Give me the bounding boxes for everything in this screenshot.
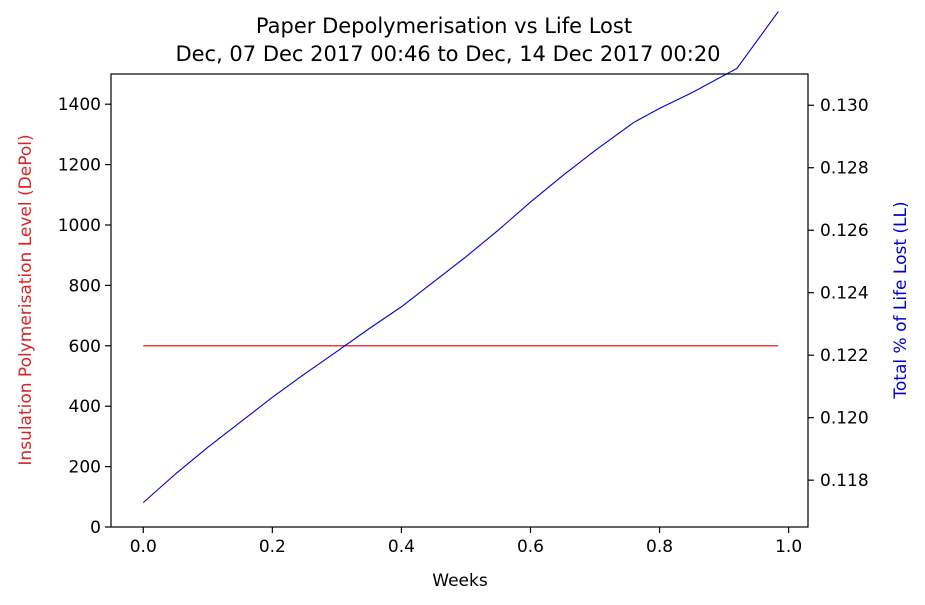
- x-tick-label: 1.0: [775, 537, 802, 557]
- y-axis-right-label: Total % of Life Lost (LL): [891, 201, 911, 399]
- axis-ticks: 0.0 0.2 0.4 0.6 0.8 1.0 0 200 400 600 800 1000 1200 1…: [58, 95, 869, 557]
- y-left-tick-label: 1200: [58, 156, 101, 176]
- y-right-tick-label: 0.128: [820, 159, 869, 179]
- plot-frame: [110, 73, 809, 528]
- y-left-tick-label: 400: [69, 397, 101, 417]
- y-left-tick-label: 1000: [58, 216, 101, 236]
- x-tick-label: 0.2: [259, 537, 286, 557]
- y-right-tick-label: 0.118: [820, 471, 869, 491]
- y-left-tick-label: 600: [69, 337, 101, 357]
- y-right-tick-label: 0.120: [820, 409, 869, 429]
- y-right-tick-label: 0.124: [820, 284, 869, 304]
- y-axis-left-label: Insulation Polymerisation Level (DePol): [16, 134, 36, 465]
- chart-subtitle: Dec, 07 Dec 2017 00:46 to Dec, 14 Dec 20…: [175, 42, 720, 66]
- y-right-tick-label: 0.126: [820, 221, 869, 241]
- y-left-tick-label: 800: [69, 276, 101, 296]
- x-tick-label: 0.6: [517, 537, 544, 557]
- y-right-tick-label: 0.122: [820, 346, 869, 366]
- x-tick-label: 0.8: [646, 537, 673, 557]
- y-right-tick-label: 0.130: [820, 96, 869, 116]
- chart-title: Paper Depolymerisation vs Life Lost: [256, 14, 632, 38]
- y-left-tick-label: 0: [90, 518, 101, 538]
- x-tick-label: 0.0: [130, 537, 157, 557]
- life-lost-series-line: [142, 11, 779, 504]
- x-tick-label: 0.4: [388, 537, 415, 557]
- y-left-tick-label: 1400: [58, 95, 101, 115]
- plot-lines: [142, 11, 779, 504]
- y-left-tick-label: 200: [69, 458, 101, 478]
- x-axis-label: Weeks: [432, 571, 488, 591]
